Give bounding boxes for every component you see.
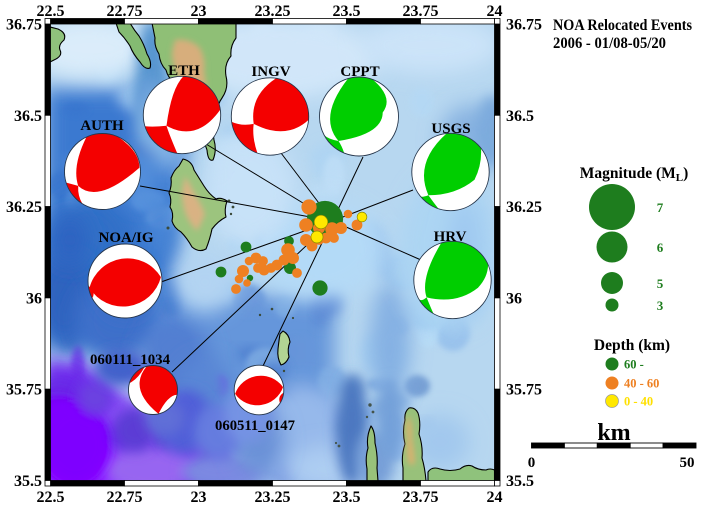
- svg-text:3: 3: [657, 298, 664, 313]
- svg-text:36.75: 36.75: [506, 17, 542, 34]
- svg-text:23.25: 23.25: [255, 3, 291, 20]
- svg-text:23.25: 23.25: [255, 489, 291, 506]
- svg-text:60 -: 60 -: [624, 358, 644, 372]
- svg-text:CPPT: CPPT: [340, 64, 379, 80]
- svg-text:ETH: ETH: [168, 63, 200, 79]
- svg-text:36.25: 36.25: [6, 199, 42, 216]
- svg-text:36: 36: [26, 290, 42, 307]
- svg-text:6: 6: [657, 240, 664, 255]
- svg-text:AUTH: AUTH: [80, 118, 124, 134]
- svg-text:36.5: 36.5: [506, 108, 534, 125]
- svg-text:NOA/IG: NOA/IG: [98, 230, 153, 246]
- svg-text:23.75: 23.75: [403, 489, 439, 506]
- svg-text:35.5: 35.5: [506, 473, 534, 490]
- svg-text:23: 23: [191, 489, 207, 506]
- svg-text:060511_0147: 060511_0147: [215, 418, 295, 434]
- svg-text:35.75: 35.75: [6, 382, 42, 399]
- svg-text:060111_1034: 060111_1034: [90, 352, 170, 368]
- svg-text:36: 36: [506, 290, 522, 307]
- svg-text:5: 5: [657, 276, 664, 291]
- svg-text:22.5: 22.5: [37, 3, 65, 20]
- svg-text:50: 50: [680, 455, 695, 471]
- svg-text:0: 0: [528, 455, 536, 471]
- svg-text:22.75: 22.75: [107, 489, 143, 506]
- svg-text:Magnitude (ML): Magnitude (ML): [580, 165, 689, 184]
- svg-text:36.5: 36.5: [14, 108, 42, 125]
- svg-text:2006 - 01/08-05/20: 2006 - 01/08-05/20: [553, 35, 666, 52]
- svg-text:40 - 60: 40 - 60: [624, 377, 659, 391]
- svg-text:INGV: INGV: [251, 64, 290, 80]
- svg-text:36.75: 36.75: [6, 17, 42, 34]
- svg-text:0 - 40: 0 - 40: [624, 395, 653, 409]
- svg-text:km: km: [597, 420, 630, 446]
- svg-text:35.75: 35.75: [506, 382, 542, 399]
- svg-text:35.5: 35.5: [14, 473, 42, 490]
- svg-text:23.5: 23.5: [333, 489, 361, 506]
- svg-text:24: 24: [487, 3, 503, 20]
- svg-text:24: 24: [487, 489, 503, 506]
- svg-text:22.5: 22.5: [37, 489, 65, 506]
- svg-text:23: 23: [191, 3, 207, 20]
- svg-text:23.5: 23.5: [333, 3, 361, 20]
- svg-text:7: 7: [657, 200, 664, 215]
- svg-text:22.75: 22.75: [107, 3, 143, 20]
- svg-text:36.25: 36.25: [506, 199, 542, 216]
- svg-text:23.75: 23.75: [403, 3, 439, 20]
- svg-text:Depth (km): Depth (km): [594, 337, 670, 354]
- svg-text:HRV: HRV: [434, 229, 467, 245]
- svg-text:USGS: USGS: [431, 121, 470, 137]
- svg-text:NOA Relocated Events: NOA Relocated Events: [553, 17, 692, 34]
